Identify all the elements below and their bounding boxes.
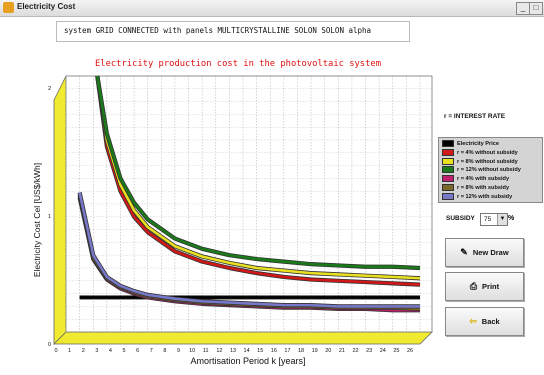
legend-item: Electricity Price	[442, 140, 499, 148]
back-label: Back	[481, 317, 500, 326]
system-description-box: system GRID CONNECTED with panels MULTIC…	[56, 21, 410, 42]
x-tick-label: 5	[123, 348, 126, 354]
x-tick-label: 7	[150, 348, 153, 354]
legend: Electricity Price r = 4% without subsidy r…	[438, 137, 543, 203]
legend-swatch	[442, 192, 454, 200]
interest-rate-label: r = INTEREST RATE	[444, 113, 506, 120]
back-button[interactable]: ⇦ Back	[445, 307, 524, 336]
legend-label: Electricity Price	[457, 141, 499, 147]
legend-item: r = 4% without subsidy	[442, 148, 518, 157]
x-tick-label: 17	[284, 348, 290, 354]
x-tick-label: 12	[216, 348, 222, 354]
chart-floor	[53, 331, 433, 345]
y-tick-label: 0	[48, 342, 51, 348]
legend-swatch	[442, 140, 454, 148]
new-draw-button[interactable]: ✎ New Draw	[445, 238, 524, 267]
legend-swatch	[442, 166, 454, 174]
x-tick-label: 11	[203, 348, 209, 354]
x-tick-label: 1	[68, 348, 71, 354]
x-tick-label: 6	[136, 348, 139, 354]
subsidy-select[interactable]: 75 ▼	[480, 213, 508, 226]
series-line	[96, 75, 421, 280]
app-icon	[3, 2, 14, 13]
chart-side-wall	[53, 75, 67, 345]
series-line	[96, 75, 421, 270]
print-button[interactable]: ⎙ Print	[445, 272, 524, 301]
legend-item: r = 12% without subsidy	[442, 166, 521, 174]
legend-swatch	[442, 148, 454, 156]
x-tick-label: 19	[312, 348, 318, 354]
x-tick-label: 10	[189, 348, 195, 354]
x-tick-label: 24	[380, 348, 386, 354]
minimize-button[interactable]: _	[516, 2, 530, 15]
legend-swatch	[442, 184, 454, 192]
printer-icon: ⎙	[469, 281, 478, 291]
series-line	[96, 75, 421, 286]
series-line	[78, 192, 420, 308]
maximize-button[interactable]: □	[529, 2, 543, 15]
system-description: system GRID CONNECTED with panels MULTIC…	[64, 26, 372, 35]
legend-swatch	[442, 157, 454, 165]
x-tick-label: 23	[366, 348, 372, 354]
x-tick-label: 0	[54, 348, 57, 354]
x-tick-label: 9	[177, 348, 180, 354]
legend-label: r = 4% without subsidy	[457, 149, 518, 156]
legend-label: r = 12% with subsidy	[457, 193, 513, 200]
x-tick-label: 2	[82, 348, 85, 354]
x-tick-label: 14	[244, 348, 250, 354]
grid	[65, 76, 432, 332]
x-tick-label: 8	[163, 348, 166, 354]
arrow-left-icon: ⇦	[469, 316, 477, 326]
x-tick-label: 3	[95, 348, 98, 354]
subsidy-unit: %	[508, 215, 515, 222]
x-tick-label: 26	[407, 348, 413, 354]
legend-label: r = 8% with subsidy	[457, 185, 510, 191]
new-draw-label: New Draw	[472, 248, 509, 257]
chevron-down-icon[interactable]: ▼	[497, 214, 507, 225]
x-tick-label: 21	[339, 348, 345, 354]
y-axis-label: Electricity Cost Cel [US$/kWh]	[32, 163, 42, 277]
x-tick-label: 25	[393, 348, 399, 354]
legend-item: r = 4% with subsidy	[442, 175, 509, 183]
x-tick-label: 4	[109, 348, 112, 354]
legend-swatch	[442, 175, 454, 183]
pencil-icon: ✎	[460, 247, 468, 257]
cost-chart: 0 1 2 3 4 5 6 7 8 9 10 11 12 13 14 15 16 17 18 19 20 21 22 23 24…	[32, 75, 433, 366]
legend-label: r = 8% without subsidy	[457, 158, 518, 165]
chart-title: Electricity production cost in the photo…	[95, 59, 381, 69]
x-tick-label: 15	[257, 348, 263, 354]
print-label: Print	[482, 282, 500, 291]
series	[77, 75, 421, 313]
legend-item: r = 8% without subsidy	[442, 157, 518, 166]
x-tick-label: 18	[298, 348, 304, 354]
x-tick-label: 22	[352, 348, 358, 354]
y-tick-label: 1	[48, 214, 51, 220]
legend-item: r = 12% with subsidy	[442, 192, 513, 201]
x-tick-label: 20	[325, 348, 331, 354]
subsidy-label: SUBSIDY	[446, 215, 475, 222]
x-axis-label: Amortisation Period k [years]	[190, 356, 305, 366]
window-title: Electricity Cost	[17, 2, 76, 11]
subsidy-value: 75	[484, 216, 492, 223]
x-tick-label: 13	[230, 348, 236, 354]
legend-label: r = 12% without subsidy	[457, 167, 521, 174]
y-tick-label: 2	[48, 86, 51, 92]
legend-label: r = 4% with subsidy	[457, 176, 510, 183]
legend-item: r = 8% with subsidy	[442, 184, 509, 192]
title-bar: Electricity Cost _ □	[0, 0, 544, 17]
tick-labels: 0 1 2 3 4 5 6 7 8 9 10 11 12 13 14 15 16 17 18 19 20 21 22 23 24…	[48, 86, 413, 354]
x-tick-label: 16	[271, 348, 277, 354]
